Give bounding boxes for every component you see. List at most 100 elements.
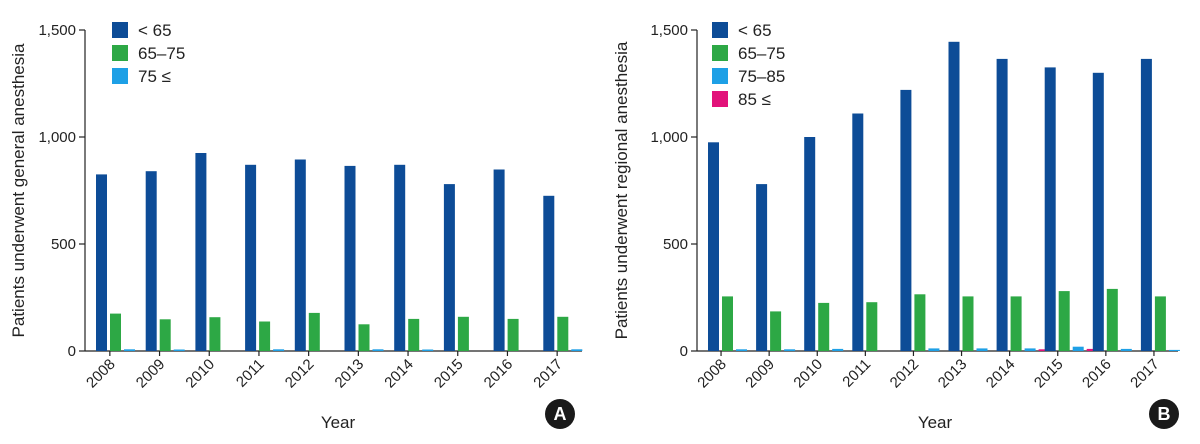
panel-badge-label: B bbox=[1158, 404, 1171, 424]
bar-2008-series-0 bbox=[708, 142, 719, 351]
y-axis-label: Patients underwent regional anesthesia bbox=[612, 41, 631, 339]
x-tick-label: 2017 bbox=[1127, 356, 1163, 392]
bar-2014-series-0 bbox=[996, 58, 1008, 352]
bar-2012-series-0 bbox=[294, 159, 306, 351]
x-axis-label: Year bbox=[321, 413, 356, 432]
bar-2015-series-0 bbox=[1044, 67, 1056, 352]
bar-2013-series-0 bbox=[344, 165, 356, 351]
bar-2016-series-2 bbox=[1120, 348, 1132, 351]
legend-swatch bbox=[712, 91, 728, 107]
x-tick-label: 2013 bbox=[332, 356, 368, 392]
y-tick-label: 0 bbox=[68, 343, 76, 360]
bar-2011-series-2 bbox=[273, 349, 285, 351]
bar-2011-series-0 bbox=[245, 164, 257, 351]
bar-2010-series-1 bbox=[209, 317, 221, 351]
x-axis-label: Year bbox=[918, 413, 953, 432]
bar-2017-series-1 bbox=[557, 316, 569, 351]
bar-2009-series-0 bbox=[756, 184, 768, 351]
bar-2017-series-2 bbox=[1168, 349, 1180, 351]
bar-2010-series-2 bbox=[832, 348, 844, 351]
bar-2014-series-2 bbox=[1024, 348, 1036, 351]
x-tick-label: 2016 bbox=[481, 356, 517, 392]
x-tick-label: 2010 bbox=[790, 356, 826, 392]
bar-2009-series-0 bbox=[145, 171, 157, 351]
bar-2013-series-2 bbox=[372, 349, 384, 351]
y-tick-label: 1,000 bbox=[650, 129, 688, 146]
bar-2015-series-0 bbox=[443, 184, 455, 351]
bar-2011-series-0 bbox=[852, 113, 864, 351]
bar-2012-series-1 bbox=[914, 294, 926, 351]
bar-2015-series-1 bbox=[457, 316, 469, 351]
bar-2008-series-1 bbox=[722, 296, 733, 351]
panel-badge bbox=[1149, 399, 1179, 429]
chart-panel-a: 0 500 1,000 1,500 2008 2009 2010 2011 2012 2013 20… bbox=[9, 21, 583, 432]
legend-label: 65–75 bbox=[138, 44, 185, 63]
bar-2016-series-0 bbox=[493, 169, 505, 351]
bar-2009-series-1 bbox=[159, 319, 171, 351]
bar-2008-series-0 bbox=[96, 174, 107, 351]
bar-2013-series-1 bbox=[962, 296, 974, 351]
bar-2008-series-2 bbox=[124, 349, 135, 351]
bar-2011-series-1 bbox=[259, 321, 271, 351]
bar-2010-series-1 bbox=[818, 302, 830, 351]
legend-swatch bbox=[712, 22, 728, 38]
legend-label: < 65 bbox=[738, 21, 772, 40]
bar-2014-series-1 bbox=[408, 318, 420, 351]
x-tick-label: 2012 bbox=[282, 356, 318, 392]
legend-label: 75–85 bbox=[738, 67, 785, 86]
bar-2017-series-1 bbox=[1154, 296, 1166, 351]
legend-swatch bbox=[112, 68, 128, 84]
panel-badge-label: A bbox=[554, 404, 567, 424]
bar-2014-series-1 bbox=[1010, 296, 1022, 351]
y-tick-label: 0 bbox=[680, 343, 688, 360]
bar-2015-series-2 bbox=[1072, 346, 1084, 351]
bar-2010-series-0 bbox=[195, 153, 207, 351]
bar-2013-series-2 bbox=[976, 348, 988, 351]
bar-2008-series-2 bbox=[736, 349, 747, 351]
bar-2014-series-0 bbox=[394, 164, 406, 351]
legend-swatch bbox=[712, 68, 728, 84]
bar-2013-series-0 bbox=[948, 41, 960, 352]
legend: < 65 65–75 75–85 85 ≤ bbox=[712, 21, 785, 109]
y-tick-label: 500 bbox=[51, 236, 76, 253]
legend-label: < 65 bbox=[138, 21, 172, 40]
bar-2009-series-1 bbox=[770, 311, 782, 351]
bar-2011-series-1 bbox=[866, 302, 878, 351]
bar-2017-series-0 bbox=[1140, 58, 1152, 352]
x-tick-label: 2014 bbox=[983, 356, 1019, 392]
x-tick-label: 2009 bbox=[742, 356, 778, 392]
x-tick-label: 2011 bbox=[233, 356, 268, 391]
bar-2013-series-1 bbox=[358, 324, 370, 352]
legend-swatch bbox=[112, 22, 128, 38]
x-tick-label: 2012 bbox=[887, 356, 923, 392]
y-axis-label: Patients underwent general anesthesia bbox=[9, 43, 28, 337]
legend: < 65 65–75 75 ≤ bbox=[112, 21, 185, 86]
bar-2016-series-1 bbox=[507, 318, 519, 351]
legend-swatch bbox=[712, 45, 728, 61]
x-tick-label: 2013 bbox=[935, 356, 971, 392]
bar-2008-series-1 bbox=[110, 313, 121, 351]
panel-badge bbox=[545, 399, 575, 429]
bar-2012-series-1 bbox=[308, 312, 320, 351]
x-tick-label: 2011 bbox=[839, 356, 874, 391]
bar-2015-series-1 bbox=[1058, 291, 1070, 351]
bar-2017-series-0 bbox=[543, 195, 555, 351]
bar-2010-series-0 bbox=[804, 137, 816, 351]
x-tick-label: 2008 bbox=[694, 356, 730, 392]
bar-2012-series-2 bbox=[928, 348, 940, 351]
x-tick-label: 2009 bbox=[133, 356, 169, 392]
x-tick-label: 2014 bbox=[381, 356, 417, 392]
bar-2014-series-3 bbox=[1038, 349, 1050, 351]
bar-2009-series-2 bbox=[173, 349, 185, 351]
x-tick-label: 2015 bbox=[431, 356, 467, 392]
y-tick-label: 1,500 bbox=[650, 22, 688, 39]
x-tick-label: 2008 bbox=[83, 356, 119, 392]
bar-2009-series-2 bbox=[784, 349, 796, 351]
bar-2014-series-2 bbox=[422, 349, 434, 351]
x-tick-label: 2015 bbox=[1031, 356, 1067, 392]
bar-2017-series-2 bbox=[571, 349, 583, 351]
legend-label: 85 ≤ bbox=[738, 90, 771, 109]
x-tick-label: 2010 bbox=[182, 356, 218, 392]
chart-panel-b: 0 500 1,000 1,500 2008 2009 2010 2011 2012 2013 20… bbox=[612, 21, 1180, 432]
